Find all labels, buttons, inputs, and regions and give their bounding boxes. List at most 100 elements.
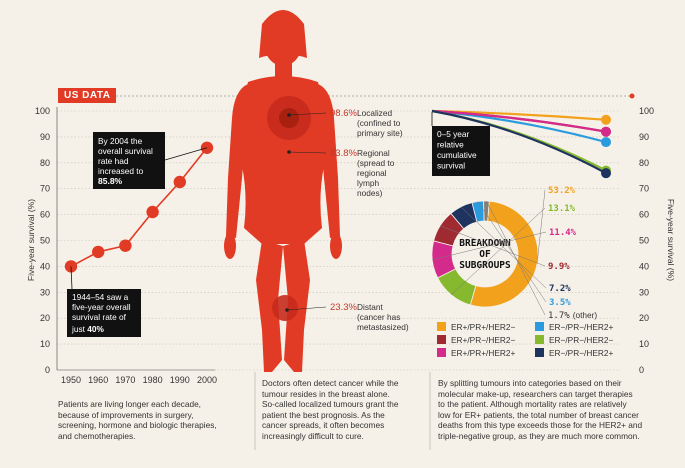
caption-line: and chemotherapies. (58, 430, 136, 441)
stage-leader (286, 306, 327, 311)
left-axis-label: Five-year survival (%) (26, 199, 36, 281)
left-tick-label: 100 (35, 106, 50, 116)
right-tick-label: 60 (639, 210, 649, 220)
left-tick-label: 10 (40, 339, 50, 349)
x-tick-label: 2000 (197, 375, 217, 385)
x-tick-label: 1970 (115, 375, 135, 385)
survival-trend-chart: 1950 1960 1970 1980 1990 2000 (57, 141, 217, 385)
annotation-box (67, 289, 141, 337)
x-tick-label: 1950 (61, 375, 81, 385)
caption-line: Patients are living longer each decade, (58, 399, 201, 409)
legend-label: ER−/PR−/HER2+ (549, 348, 613, 358)
stage-text: Localized (357, 108, 392, 118)
right-tick-label: 80 (639, 158, 649, 168)
hair (259, 10, 307, 58)
annotation-prefix: just (71, 324, 87, 334)
stage-text: (cancer has (357, 312, 400, 322)
slice-leader (477, 201, 547, 303)
survival-label-line: survival (437, 161, 465, 171)
donut-center-label: OF (479, 249, 491, 260)
caption-line: to the patient. Although mortality rates… (438, 399, 627, 410)
right-hand (330, 233, 342, 259)
annotation-value: 85.8% (98, 176, 123, 186)
caption-line: triple-negative group, as they are much … (438, 430, 640, 441)
slice-value-number: 9.9% (548, 262, 570, 272)
slice-leader (486, 200, 546, 316)
left-tick-label: 50 (40, 236, 50, 246)
slice-label: 11.4% (432, 228, 577, 260)
right-axis-label: Five-year survival (%) (666, 199, 676, 281)
legend-label: ER−/PR−/HER2− (549, 335, 613, 345)
stage-text: (spread to (357, 158, 395, 168)
series-endpoint (601, 168, 611, 179)
data-point (119, 239, 132, 252)
left-tick-label: 40 (40, 261, 50, 271)
left-arm (226, 84, 248, 238)
slice-value-number: 7.2% (549, 284, 571, 294)
stage-text: regional (357, 168, 387, 178)
right-tick-label: 70 (639, 184, 649, 194)
subgroup-survival-chart (431, 109, 611, 179)
right-axis: 0 10 20 30 40 50 60 70 80 90 100 Five-year survival… (639, 106, 676, 375)
annotation-line: overall survival (98, 146, 153, 156)
slice-leader (536, 189, 546, 264)
slice-value-number: 3.5% (549, 298, 571, 308)
slice-leader (440, 225, 546, 267)
annotation-line: By 2004 the (98, 136, 143, 146)
localized-core (279, 108, 299, 128)
legend-swatch (437, 322, 446, 331)
slice-value: 7.2% (549, 284, 571, 294)
caption-line: increasingly difficult to cure. (262, 430, 364, 441)
slice-value: 1.7% (other) (548, 310, 597, 321)
annotation-line: increased to (98, 166, 144, 176)
donut-center-label: BREAKDOWN (459, 238, 511, 249)
stage-leader (288, 151, 327, 154)
caption-line: molecular make-up, researchers can targe… (438, 388, 633, 399)
caption-middle: Doctors often detect cancer while the tum… (262, 378, 432, 442)
survival-label-line: relative (437, 140, 464, 150)
annotation-line: rate had (98, 156, 129, 166)
right-tick-label: 50 (639, 236, 649, 246)
neck (275, 60, 292, 78)
legend-label: ER−/PR−/HER2+ (549, 322, 613, 332)
caption-line: because of improvements in surgery, (58, 409, 194, 420)
section-label: US DATA (58, 88, 117, 103)
slice-value: 3.5% (549, 298, 571, 308)
left-tick-label: 80 (40, 158, 50, 168)
x-tick-label: 1980 (143, 375, 163, 385)
slice-label: 3.5% (477, 201, 571, 308)
caption-line: deaths from this type exceeds those for … (438, 420, 643, 431)
legend-swatch (437, 348, 446, 357)
stage-text: Distant (357, 302, 384, 312)
annotation-leader (164, 147, 208, 161)
stage-value: 23.3% (330, 302, 357, 313)
series-line (431, 109, 607, 175)
stage-value: 83.8% (330, 148, 357, 159)
left-axis: 0 10 20 30 40 50 60 70 80 90 100 Five-year survival… (26, 106, 58, 375)
left-tick-label: 70 (40, 184, 50, 194)
legend-swatch (535, 348, 544, 357)
slice-value-note: (other) (573, 310, 598, 320)
left-tick-label: 90 (40, 132, 50, 142)
series-endpoint (601, 126, 611, 137)
slice-leader (460, 206, 547, 289)
slice-value-number: 1.7% (548, 311, 570, 321)
stage-text: primary site) (357, 128, 403, 138)
survival-label-box (432, 126, 490, 176)
series-endpoint (601, 137, 611, 148)
caption-line: By splitting tumours into categories bas… (438, 378, 622, 388)
data-point (64, 260, 78, 273)
right-tick-label: 90 (639, 132, 649, 142)
slice-value: 11.4% (549, 228, 577, 238)
slice-value-number: 13.1% (548, 204, 576, 214)
survival-label-line: 0–5 year (437, 129, 470, 139)
right-tick-label: 100 (639, 106, 654, 116)
subgroup-legend: ER+/PR+/HER2− ER−/PR−/HER2+ ER+/PR−/HER2− E… (437, 322, 613, 358)
caption-line: tumour resides in the breast alone. (262, 388, 390, 399)
slice-label: 1.7% (other) (486, 200, 597, 321)
annotation-line: survival rate of (72, 312, 127, 322)
